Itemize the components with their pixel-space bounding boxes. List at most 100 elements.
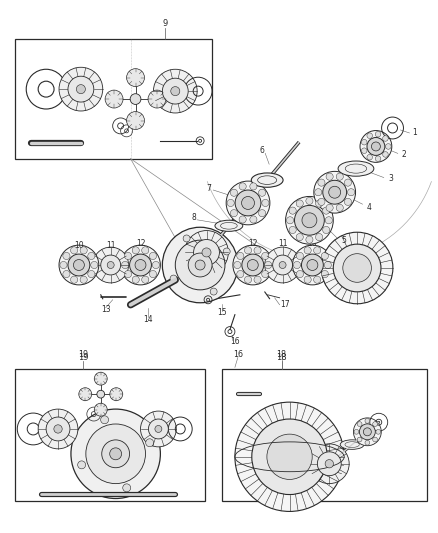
Circle shape: [252, 419, 327, 495]
Circle shape: [230, 189, 237, 196]
Circle shape: [171, 86, 180, 95]
Text: 19: 19: [78, 350, 88, 359]
Circle shape: [318, 452, 341, 475]
Circle shape: [38, 409, 78, 449]
Circle shape: [141, 247, 149, 254]
Circle shape: [121, 261, 129, 269]
Circle shape: [258, 209, 266, 217]
Text: 1: 1: [412, 128, 417, 138]
Circle shape: [88, 270, 95, 278]
Circle shape: [360, 424, 375, 440]
Circle shape: [279, 262, 286, 269]
Circle shape: [385, 144, 391, 149]
Circle shape: [247, 260, 258, 270]
Text: 11: 11: [106, 240, 116, 249]
Text: 15: 15: [217, 308, 227, 317]
Ellipse shape: [340, 440, 364, 449]
Circle shape: [130, 254, 152, 276]
Text: 17: 17: [280, 300, 290, 309]
Circle shape: [315, 200, 323, 207]
Circle shape: [250, 216, 257, 223]
Circle shape: [323, 180, 346, 204]
Circle shape: [63, 253, 70, 260]
Circle shape: [254, 247, 261, 254]
Circle shape: [141, 411, 176, 447]
Circle shape: [261, 253, 269, 260]
Circle shape: [343, 254, 371, 282]
Circle shape: [325, 459, 333, 468]
Circle shape: [244, 276, 251, 283]
Text: 16: 16: [233, 350, 243, 359]
Circle shape: [153, 69, 197, 113]
Circle shape: [329, 186, 341, 198]
Circle shape: [124, 270, 131, 278]
Circle shape: [149, 270, 156, 278]
Circle shape: [304, 276, 311, 283]
Circle shape: [148, 90, 166, 108]
Circle shape: [365, 440, 370, 445]
Circle shape: [347, 189, 355, 196]
Circle shape: [86, 424, 145, 483]
Circle shape: [365, 418, 370, 423]
Circle shape: [293, 261, 300, 269]
Text: 14: 14: [144, 315, 153, 324]
Circle shape: [309, 444, 349, 483]
Circle shape: [94, 372, 107, 385]
Circle shape: [336, 204, 343, 212]
Circle shape: [237, 270, 244, 278]
Circle shape: [202, 248, 211, 257]
Circle shape: [239, 183, 246, 190]
Circle shape: [170, 275, 177, 282]
Circle shape: [376, 430, 381, 434]
Circle shape: [76, 85, 85, 94]
Circle shape: [237, 253, 244, 260]
Circle shape: [127, 69, 145, 86]
Circle shape: [383, 136, 388, 141]
Text: 12: 12: [248, 239, 258, 248]
Circle shape: [242, 254, 264, 276]
Circle shape: [314, 172, 356, 213]
Text: 5: 5: [342, 236, 346, 245]
Text: 7: 7: [206, 183, 211, 192]
Text: 6: 6: [260, 146, 265, 155]
Circle shape: [60, 261, 67, 269]
Circle shape: [318, 179, 325, 186]
Text: 11: 11: [278, 239, 287, 248]
Circle shape: [265, 261, 272, 269]
Circle shape: [360, 131, 392, 163]
Circle shape: [223, 248, 230, 255]
Circle shape: [323, 227, 330, 233]
Circle shape: [234, 261, 241, 269]
Circle shape: [188, 253, 212, 277]
Circle shape: [296, 233, 303, 241]
Circle shape: [353, 418, 381, 446]
Circle shape: [354, 430, 359, 434]
Circle shape: [97, 390, 105, 398]
Ellipse shape: [251, 173, 283, 187]
Text: 19: 19: [78, 353, 88, 362]
Circle shape: [93, 247, 129, 283]
Circle shape: [361, 148, 367, 154]
Circle shape: [307, 260, 318, 270]
Circle shape: [321, 253, 328, 260]
Circle shape: [306, 236, 313, 243]
Circle shape: [289, 207, 296, 214]
Circle shape: [373, 437, 378, 442]
Circle shape: [68, 254, 90, 276]
Circle shape: [297, 253, 304, 260]
Circle shape: [162, 227, 238, 303]
Circle shape: [74, 260, 85, 270]
Circle shape: [325, 217, 332, 224]
Text: 10: 10: [307, 239, 317, 248]
Circle shape: [152, 261, 159, 269]
Circle shape: [235, 190, 261, 216]
Circle shape: [94, 403, 107, 416]
Circle shape: [250, 183, 257, 190]
Circle shape: [101, 416, 109, 424]
Circle shape: [357, 437, 362, 442]
Circle shape: [289, 227, 296, 233]
Circle shape: [326, 173, 333, 180]
Circle shape: [132, 247, 139, 254]
Text: 13: 13: [101, 305, 110, 314]
Circle shape: [242, 197, 254, 209]
